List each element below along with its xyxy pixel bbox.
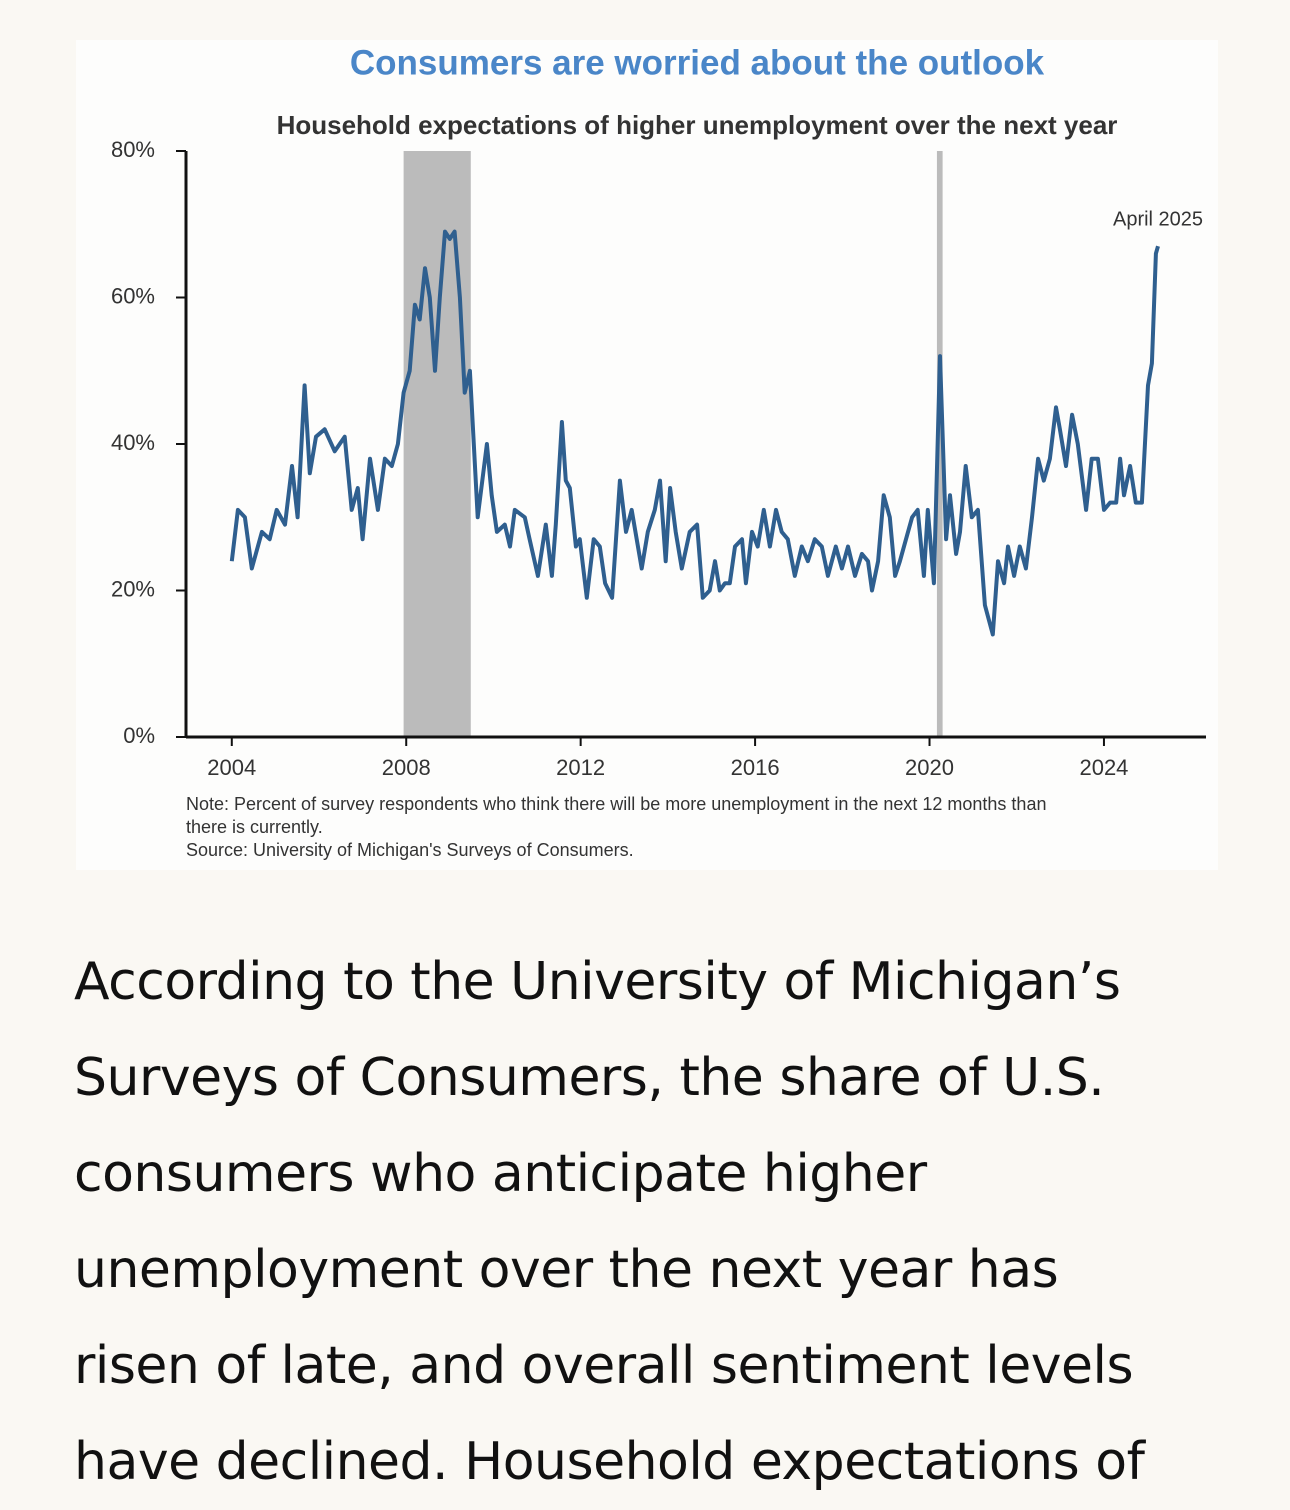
y-tick-label: 0% bbox=[123, 723, 155, 748]
x-tick-label: 2004 bbox=[207, 755, 256, 780]
chart-background bbox=[76, 40, 1218, 870]
note: there is currently. bbox=[186, 817, 323, 837]
chart-subtitle: Household expectations of higher unemplo… bbox=[277, 110, 1118, 140]
article-line: consumers who anticipate higher bbox=[74, 1144, 927, 1204]
recession-shade bbox=[403, 151, 471, 737]
chart: Consumers are worried about the outlook … bbox=[76, 40, 1218, 870]
annotation: April 2025 bbox=[1113, 209, 1203, 231]
data-line bbox=[229, 229, 1160, 637]
note: Source: University of Michigan's Surveys… bbox=[186, 840, 634, 860]
note: Note: Percent of survey respondents who … bbox=[186, 794, 1046, 814]
article-line: Surveys of Consumers, the share of U.S. bbox=[74, 1048, 1105, 1108]
y-tick-label: 80% bbox=[111, 137, 155, 162]
y-tick-label: 40% bbox=[111, 430, 155, 455]
x-tick-label: 2024 bbox=[1079, 755, 1128, 780]
x-tick-label: 2020 bbox=[905, 755, 954, 780]
article-line: According to the University of Michigan’… bbox=[74, 952, 1121, 1012]
chart-title: Consumers are worried about the outlook bbox=[350, 43, 1045, 82]
article-line: have declined. Household expectations of bbox=[74, 1432, 1145, 1492]
article: According to the University of Michigan’… bbox=[74, 934, 1274, 1510]
x-tick-label: 2012 bbox=[556, 755, 605, 780]
y-tick-label: 60% bbox=[111, 283, 155, 308]
x-tick-label: 2008 bbox=[382, 755, 431, 780]
article-line: risen of late, and overall sentiment lev… bbox=[74, 1336, 1134, 1396]
article-line: unemployment over the next year has bbox=[74, 1240, 1059, 1300]
x-tick-label: 2016 bbox=[731, 755, 780, 780]
recession-shade bbox=[936, 151, 943, 737]
y-tick-label: 20% bbox=[111, 576, 155, 601]
